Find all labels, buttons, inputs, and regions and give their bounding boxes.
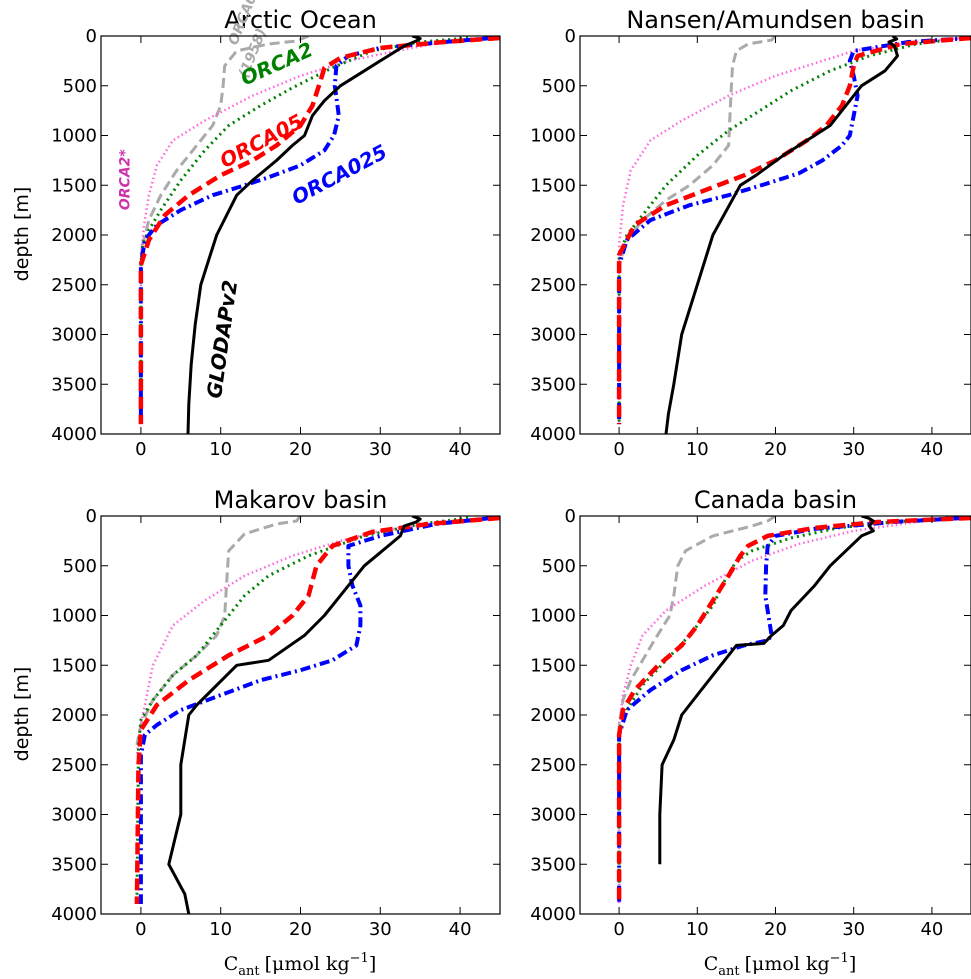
series-line-orca2 — [619, 38, 963, 424]
y-tick-label: 3500 — [51, 374, 97, 395]
plot-frame — [101, 516, 500, 914]
series-line-orca2 — [619, 38, 963, 424]
y-tick-label: 500 — [542, 556, 576, 577]
y-tick-label: 2000 — [530, 225, 576, 246]
x-tick-label: 40 — [449, 439, 472, 460]
x-tick-label: 40 — [449, 919, 472, 940]
annotation-orca2: ORCA2* — [118, 149, 134, 211]
y-tick-label: 4000 — [51, 424, 97, 445]
annotation-glodapv2: GLODAPv2 — [202, 279, 242, 400]
x-tick-label: 10 — [686, 919, 709, 940]
y-tick-label: 0 — [565, 506, 576, 527]
chart-title: Makarov basin — [214, 486, 388, 514]
plot-frame — [580, 36, 971, 434]
y-tick-label: 1000 — [51, 126, 97, 147]
y-tick-label: 1000 — [530, 606, 576, 627]
x-axis-label-right: Cant [μmol kg−1] — [704, 951, 857, 979]
y-tick-label: 1500 — [51, 175, 97, 196]
y-tick-label: 4000 — [51, 904, 97, 925]
series-line-glodapv2 — [169, 516, 420, 914]
panel-arctic-ocean: Arctic OceanORCA05(1958)ORCA2ORCA05ORCA0… — [51, 0, 500, 460]
series-line-orca05 — [141, 38, 500, 424]
x-tick-label: 40 — [920, 439, 943, 460]
series-group — [141, 36, 500, 434]
y-tick-label: 1000 — [530, 126, 576, 147]
annotation-orca025: ORCA025 — [288, 139, 391, 209]
x-tick-label: 0 — [135, 919, 146, 940]
y-tick-label: 3000 — [51, 805, 97, 826]
y-tick-label: 0 — [86, 506, 97, 527]
y-tick-label: 2500 — [51, 275, 97, 296]
y-tick-label: 1500 — [530, 655, 576, 676]
x-tick-label: 30 — [369, 439, 392, 460]
x-tick-label: 10 — [209, 439, 232, 460]
y-tick-label: 2500 — [530, 755, 576, 776]
series-group — [619, 36, 971, 434]
y-tick-label: 4000 — [530, 904, 576, 925]
x-tick-label: 0 — [135, 439, 146, 460]
x-tick-label: 20 — [289, 439, 312, 460]
x-tick-label: 30 — [369, 919, 392, 940]
y-axis-label-top: depth [m] — [11, 187, 33, 282]
panel-canada-basin: Canada basin 0 10 20 30 40 0 500 1000 1500 2000 250… — [530, 486, 971, 940]
series-line-orca025 — [619, 38, 971, 424]
x-tick-label: 40 — [920, 919, 943, 940]
panel-nansen-amundsen-basin: Nansen/Amundsen basin 0 10 20 30 40 0 500 1000 15… — [530, 6, 971, 460]
y-tick-label: 1500 — [51, 655, 97, 676]
series-line-orca05 — [619, 38, 971, 424]
series-line-orca05 — [619, 518, 971, 904]
series-line-orca2 — [137, 518, 468, 904]
x-tick-label: 10 — [209, 919, 232, 940]
series-line-orca025 — [619, 518, 963, 904]
y-axis-label-bottom: depth [m] — [11, 667, 33, 762]
y-tick-label: 3500 — [51, 854, 97, 875]
y-tick-label: 2000 — [530, 705, 576, 726]
chart-title: Canada basin — [694, 486, 857, 514]
plot-frame — [580, 516, 971, 914]
x-tick-label: 0 — [613, 919, 624, 940]
x-tick-label: 10 — [686, 439, 709, 460]
y-tick-label: 2500 — [530, 275, 576, 296]
x-tick-label: 20 — [289, 919, 312, 940]
annotation-orca05: ORCA05 — [216, 109, 307, 173]
panel-makarov-basin: Makarov basin 0 10 20 30 40 0 500 1000 1500 2000 25… — [51, 486, 500, 940]
y-tick-label: 3500 — [530, 374, 576, 395]
y-tick-label: 2500 — [51, 755, 97, 776]
y-tick-label: 3000 — [530, 805, 576, 826]
y-tick-label: 3500 — [530, 854, 576, 875]
y-tick-label: 1000 — [51, 606, 97, 627]
plot-frame — [101, 36, 500, 434]
x-tick-label: 30 — [842, 919, 865, 940]
y-tick-label: 0 — [86, 26, 97, 47]
y-tick-label: 1500 — [530, 175, 576, 196]
y-tick-label: 500 — [542, 76, 576, 97]
y-tick-label: 2000 — [51, 225, 97, 246]
y-tick-label: 500 — [63, 556, 97, 577]
series-line-orca05-1958 — [619, 36, 775, 265]
x-tick-label: 0 — [613, 439, 624, 460]
x-axis-label-left: Cant [μmol kg−1] — [224, 951, 377, 979]
x-tick-label: 30 — [842, 439, 865, 460]
series-group — [137, 516, 500, 914]
y-tick-label: 3000 — [530, 325, 576, 346]
series-line-orca2 — [619, 518, 955, 904]
y-tick-label: 4000 — [530, 424, 576, 445]
y-tick-label: 3000 — [51, 325, 97, 346]
chart-title: Nansen/Amundsen basin — [626, 6, 924, 34]
y-tick-label: 0 — [565, 26, 576, 47]
y-tick-label: 2000 — [51, 705, 97, 726]
y-tick-label: 500 — [63, 76, 97, 97]
x-tick-label: 20 — [764, 919, 787, 940]
x-tick-label: 20 — [764, 439, 787, 460]
series-line-orca2 — [619, 518, 947, 904]
series-group — [619, 516, 971, 904]
